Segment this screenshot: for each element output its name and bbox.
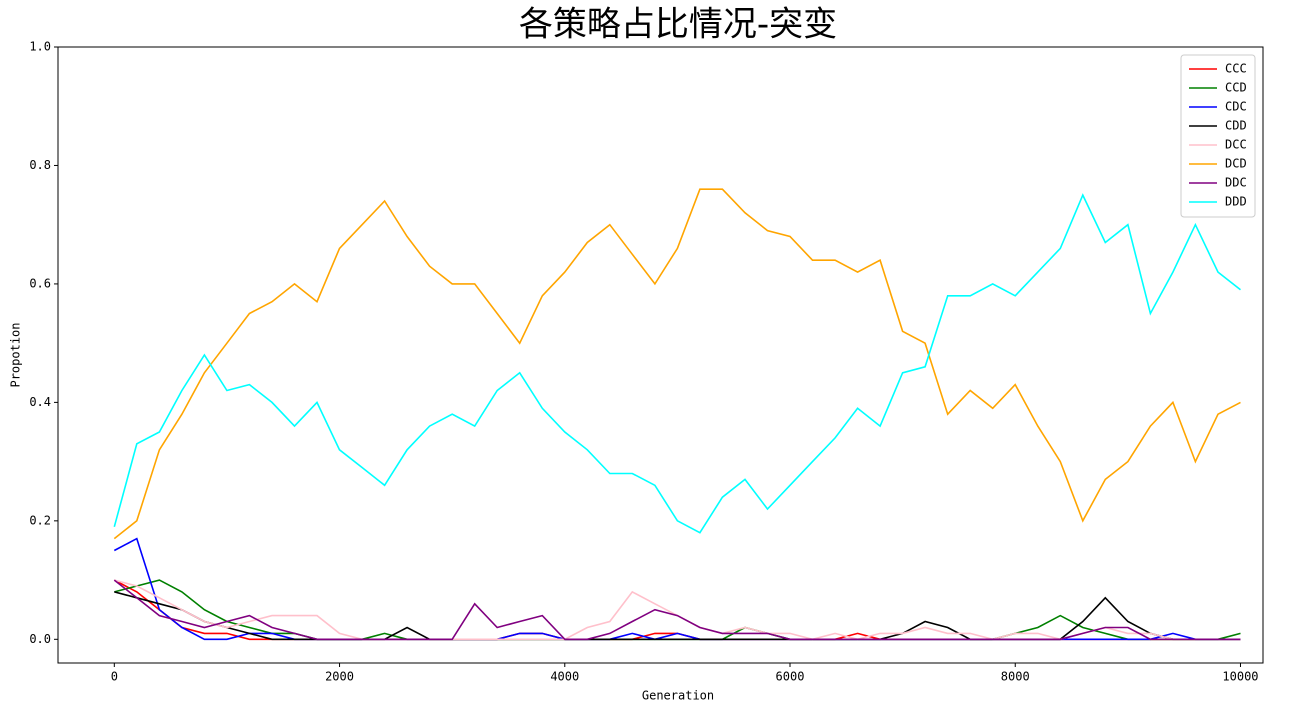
legend-label: DCD	[1225, 157, 1247, 171]
legend-label: DCC	[1225, 138, 1247, 152]
series-line	[113, 537, 1241, 641]
series-line	[113, 193, 1241, 534]
chart-title: 各策略占比情况-突变	[519, 5, 837, 45]
y-tick-label: 0.4	[29, 395, 51, 409]
x-tick-label: 0	[111, 670, 118, 684]
y-tick-label: 0.8	[29, 158, 51, 172]
legend-label: CCD	[1225, 81, 1247, 95]
y-tick-label: 0.6	[29, 276, 51, 290]
x-tick-label: 8000	[1001, 670, 1030, 684]
y-axis-label: Propotion	[9, 322, 23, 387]
x-tick-label: 2000	[325, 670, 354, 684]
y-tick-label: 0.0	[29, 632, 51, 646]
x-axis-label: Generation	[642, 689, 714, 703]
legend-label: CDD	[1225, 119, 1247, 133]
legend-label: DDD	[1225, 195, 1247, 209]
legend-box	[1180, 54, 1256, 218]
y-tick-label: 0.2	[29, 513, 51, 527]
x-tick-label: 4000	[550, 670, 579, 684]
series-line	[113, 579, 1241, 641]
x-tick-label: 6000	[776, 670, 805, 684]
legend-label: CDC	[1225, 100, 1247, 114]
x-tick-label: 10000	[1222, 670, 1258, 684]
y-tick-label: 1.0	[29, 40, 51, 54]
legend-label: CCC	[1225, 62, 1247, 76]
series-line	[113, 188, 1241, 540]
legend-label: DDC	[1225, 176, 1247, 190]
plot-frame	[57, 46, 1264, 664]
